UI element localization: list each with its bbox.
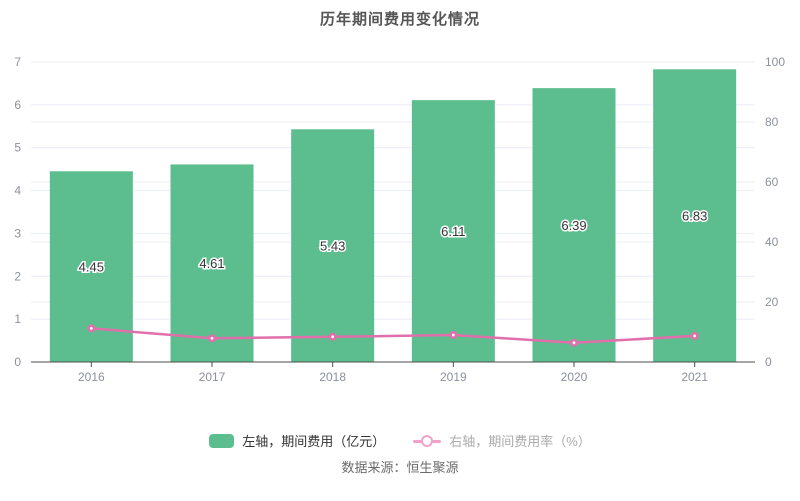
- legend-item-bar[interactable]: 左轴，期间费用（亿元）: [209, 431, 385, 450]
- bar-2019[interactable]: [411, 100, 495, 363]
- line-marker-center: [572, 341, 576, 345]
- expense-rate-line: [91, 327, 695, 345]
- x-axis-label-2020: 2020: [561, 370, 588, 384]
- bar-label-2017: 4.61: [199, 256, 224, 271]
- x-axis-label-2018: 2018: [319, 370, 346, 384]
- line-marker-center: [89, 327, 93, 330]
- left-axis-label: 7: [14, 55, 21, 69]
- left-axis-label: 1: [14, 312, 21, 326]
- right-axis-label: 0: [765, 355, 772, 369]
- bar-label-2021: 6.83: [682, 209, 707, 224]
- line-marker-center: [331, 335, 335, 339]
- line-marker-center: [693, 334, 697, 338]
- legend-item-line[interactable]: 右轴，期间费用率（%）: [413, 431, 591, 450]
- right-axis-label: 100: [765, 55, 785, 69]
- data-source-note: 数据来源：恒生聚源: [341, 460, 459, 475]
- left-axis-label: 2: [14, 269, 21, 283]
- line-marker-icon: [413, 434, 442, 448]
- right-axis-label: 60: [765, 175, 779, 189]
- x-axis-label-2021: 2021: [681, 370, 708, 384]
- right-axis-label: 20: [765, 295, 779, 309]
- left-axis-label: 0: [14, 355, 21, 369]
- bar-label-2020: 6.39: [561, 218, 586, 233]
- bar-label-2019: 6.11: [441, 224, 465, 239]
- bar-2017[interactable]: [170, 164, 254, 362]
- x-axis-label-2017: 2017: [199, 370, 226, 384]
- right-axis-label: 80: [765, 115, 779, 129]
- left-axis-label: 3: [14, 226, 21, 240]
- bar-2021[interactable]: [653, 69, 737, 363]
- x-axis-label-2019: 2019: [440, 370, 467, 384]
- bar-swatch-icon: [209, 433, 235, 448]
- legend: 左轴，期间费用（亿元） 右轴，期间费用率（%）: [0, 431, 800, 450]
- bar-2018[interactable]: [291, 129, 375, 362]
- legend-label-bar: 左轴，期间费用（亿元）: [242, 434, 386, 449]
- bar-label-2018: 5.43: [320, 239, 345, 254]
- bar-label-2016: 4.45: [79, 260, 104, 275]
- line-marker-center: [451, 333, 455, 337]
- line-marker-center: [210, 336, 214, 340]
- legend-label-line: 右轴，期间费用率（%）: [449, 434, 591, 449]
- left-axis-label: 4: [14, 184, 21, 198]
- left-axis-label: 6: [14, 98, 21, 112]
- right-axis-label: 40: [765, 235, 779, 249]
- chart-title: 历年期间费用变化情况: [319, 11, 480, 28]
- bar-2020[interactable]: [532, 88, 616, 363]
- left-axis-label: 5: [14, 141, 21, 155]
- x-axis-label-2016: 2016: [78, 370, 105, 384]
